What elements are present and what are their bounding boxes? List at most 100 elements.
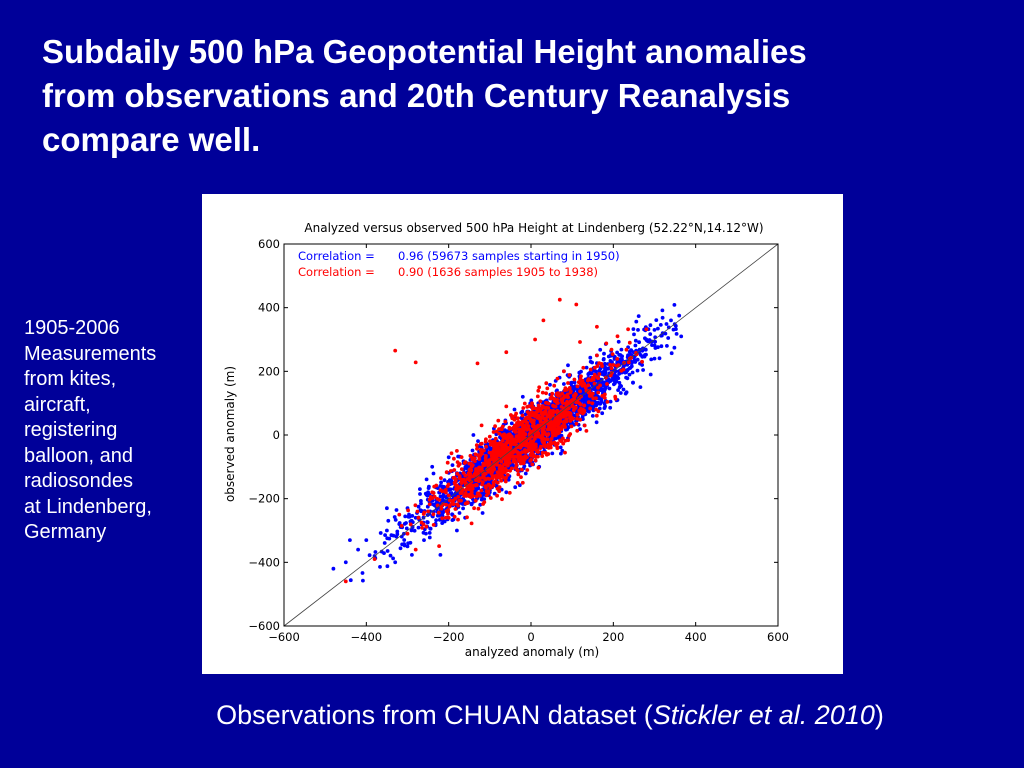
caption-suffix: ) (874, 700, 884, 730)
chart-title: Analyzed versus observed 500 hPa Height … (304, 221, 763, 235)
data-point-modern (421, 530, 426, 535)
data-point-modern (331, 566, 336, 571)
data-point-early (556, 391, 561, 395)
data-point-early (465, 500, 470, 505)
data-point-modern (392, 515, 397, 519)
data-point-early (507, 433, 512, 437)
correlation-label-early: Correlation = 0.90 (1636 samples 1905 to… (298, 265, 598, 279)
data-point-early (565, 387, 569, 392)
data-point-early (497, 431, 502, 436)
data-point-early (530, 462, 535, 467)
data-point-modern (438, 553, 443, 557)
side-line: registering (24, 419, 118, 441)
y-tick-label: 0 (273, 428, 280, 442)
data-point-early (596, 385, 600, 390)
data-point-early (542, 409, 547, 414)
data-point-modern (430, 464, 435, 469)
data-point-early (496, 418, 501, 423)
data-point-early (463, 460, 468, 465)
data-point-modern (608, 379, 613, 383)
data-point-early (559, 439, 564, 444)
data-point-modern (442, 478, 447, 483)
data-point-early (596, 376, 601, 381)
data-point-early (502, 462, 506, 467)
data-point-early (503, 466, 508, 471)
data-point-modern (435, 513, 440, 518)
data-point-modern (666, 325, 671, 330)
data-point-early (535, 449, 539, 454)
data-point-early (571, 393, 576, 398)
data-point-early (500, 438, 505, 443)
data-point-early (477, 468, 482, 473)
data-point-early (482, 463, 487, 468)
data-point-modern (629, 348, 633, 353)
data-point-modern (583, 398, 587, 403)
data-point-modern (418, 487, 422, 491)
data-point-modern (652, 328, 657, 332)
x-tick-label: −400 (351, 630, 383, 644)
data-point-early (530, 445, 535, 450)
data-point-early (478, 448, 483, 452)
data-point-early (426, 509, 430, 514)
data-point-modern (410, 514, 415, 518)
data-point-modern (601, 357, 606, 361)
data-point-modern (405, 544, 410, 549)
data-point-early (588, 406, 592, 411)
data-point-early (531, 424, 536, 429)
data-point-early (621, 367, 626, 372)
data-point-early (479, 423, 484, 428)
data-point-modern (613, 381, 617, 386)
data-point-early (443, 515, 448, 520)
data-point-modern (636, 314, 641, 318)
data-point-early (561, 401, 565, 405)
data-point-modern (588, 359, 593, 364)
data-point-early (537, 403, 541, 408)
data-point-modern (660, 315, 665, 320)
data-point-early (495, 470, 500, 474)
data-point-early (452, 514, 457, 519)
data-point-modern (367, 553, 372, 558)
data-point-early (444, 470, 449, 475)
data-point-early (453, 482, 458, 487)
data-point-early (489, 470, 494, 475)
data-point-modern (426, 486, 431, 490)
data-point-modern (402, 538, 407, 542)
data-point-early (507, 490, 512, 495)
data-point-modern (504, 490, 509, 495)
data-point-modern (624, 375, 628, 380)
data-point-early (437, 498, 442, 502)
data-point-early (422, 510, 427, 515)
data-point-early (567, 433, 571, 438)
data-point-modern (460, 502, 465, 506)
data-point-early (490, 457, 495, 461)
data-point-early (575, 416, 579, 421)
data-point-early (640, 359, 644, 364)
data-point-modern (470, 448, 475, 453)
data-point-early (521, 460, 526, 465)
data-point-early (451, 502, 456, 506)
data-point-early (565, 392, 570, 397)
data-point-early (590, 401, 595, 406)
data-point-early (508, 426, 513, 431)
data-point-early (459, 498, 463, 503)
data-point-early (493, 436, 498, 441)
data-point-early (526, 424, 531, 428)
data-point-early (611, 363, 616, 367)
data-point-early (483, 458, 488, 463)
data-point-early (475, 473, 479, 478)
data-point-early (439, 476, 443, 480)
data-point-modern (364, 538, 369, 542)
data-point-early (626, 327, 630, 332)
data-point-early (586, 383, 591, 388)
data-point-early (470, 457, 475, 462)
data-point-early (405, 531, 410, 536)
data-point-early (518, 432, 523, 437)
data-point-early (544, 391, 548, 396)
data-point-early (523, 417, 528, 421)
data-point-early (500, 468, 505, 472)
data-point-early (484, 444, 488, 449)
y-tick-label: 400 (258, 301, 280, 315)
data-point-modern (450, 463, 455, 467)
data-point-early (627, 340, 632, 345)
data-point-modern (559, 451, 563, 456)
